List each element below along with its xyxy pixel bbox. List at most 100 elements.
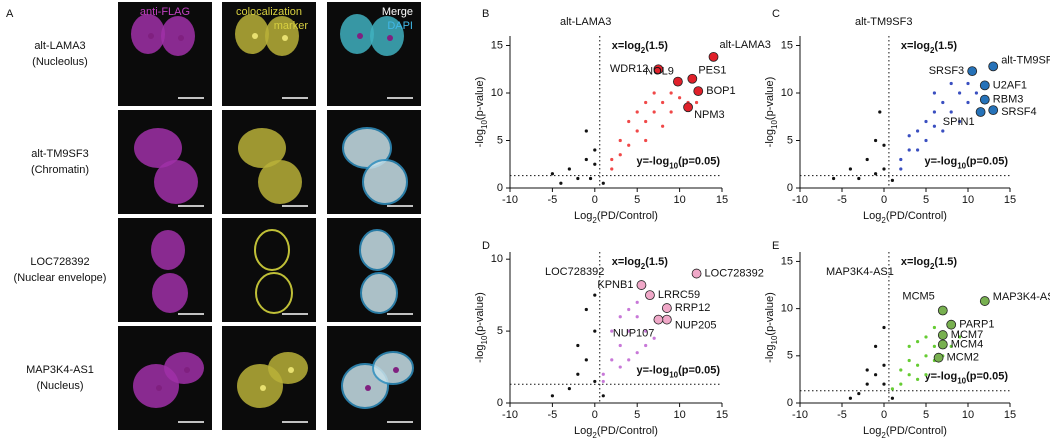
y-axis-label-part: (p-value): [474, 292, 486, 335]
data-point: [966, 81, 970, 86]
panel-letter: B: [482, 8, 489, 20]
point-label: NUP205: [675, 319, 717, 331]
header-merge: Merge: [382, 6, 413, 18]
data-point: [610, 167, 614, 171]
nucleus: [235, 14, 269, 54]
y-threshold-label-part: y=-log: [925, 371, 958, 383]
data-point: [899, 167, 903, 171]
header-flag: anti-FLAG: [140, 6, 190, 18]
y-tick-label: 10: [491, 253, 503, 265]
nucleus: [362, 159, 408, 205]
x-threshold-label-part: 2: [930, 262, 935, 271]
x-tick-label: 5: [923, 409, 929, 421]
y-tick-label: 5: [787, 134, 793, 146]
y-tick-label: 5: [497, 134, 503, 146]
data-point: [899, 382, 903, 386]
point-label: NUP107: [613, 327, 655, 339]
data-point: [958, 335, 962, 339]
x-threshold-label-part: x=log: [612, 40, 641, 52]
nucleolus: [357, 33, 363, 39]
nucleolus: [282, 35, 288, 41]
data-point: [627, 329, 631, 333]
data-point: [593, 329, 597, 333]
y-tick-label: 0: [787, 397, 793, 409]
data-point: [941, 100, 945, 105]
panel-letter: C: [772, 8, 780, 20]
data-point: [848, 167, 853, 171]
y-threshold-label-part: y=-log: [637, 364, 670, 376]
data-point: [567, 167, 571, 171]
x-tick-label: 10: [673, 409, 685, 421]
x-threshold-label-part: (1.5): [934, 40, 957, 52]
point-label: KPNB1: [597, 279, 633, 291]
data-point: [588, 176, 593, 181]
x-threshold-label-part: (1.5): [645, 256, 668, 268]
point-label: PARP1: [959, 319, 994, 331]
nucleolus: [184, 367, 190, 373]
y-tick-label: 5: [787, 350, 793, 362]
nucleolus: [288, 367, 294, 373]
y-threshold-label-part: 10: [669, 161, 678, 170]
data-point: [916, 340, 920, 344]
y-tick-label: 10: [491, 87, 503, 99]
y-threshold-label-part: (p=0.05): [966, 371, 1008, 383]
y-axis-label-part: -log: [764, 129, 776, 147]
x-threshold-label-part: 2: [641, 46, 646, 55]
data-point: [567, 387, 571, 391]
data-point: [941, 129, 945, 133]
row-sublabel: (Chromatin): [31, 164, 89, 176]
y-threshold-label: y=-log10(p=0.05): [637, 364, 721, 379]
nucleus: [340, 14, 374, 54]
row-sublabel: (Nucleus): [36, 380, 83, 392]
point-label: alt-TM9SF3: [1001, 54, 1050, 66]
x-threshold-label: x=log2(1.5): [901, 256, 957, 271]
data-point: [882, 382, 886, 386]
data-point: [949, 110, 953, 114]
x-threshold-label-part: x=log: [901, 40, 930, 52]
data-point: [669, 91, 673, 95]
nucleus: [258, 160, 302, 204]
x-tick-label: -10: [502, 194, 518, 206]
point-label: NPM3: [694, 109, 725, 121]
y-axis-label-part: (p-value): [474, 77, 486, 120]
nucleus: [372, 351, 414, 385]
x-axis-label-part: Log: [863, 210, 881, 222]
data-point: [924, 373, 928, 377]
y-threshold-label-part: (p=0.05): [966, 156, 1008, 168]
nucleus: [154, 160, 198, 204]
y-axis-label: -log10(p-value): [764, 77, 779, 148]
nucleus: [134, 128, 182, 168]
data-point: [661, 100, 665, 105]
nucleolus: [252, 33, 258, 39]
data-point: [584, 307, 588, 312]
y-axis-label-part: 10: [770, 120, 779, 129]
x-threshold-label-part: (1.5): [645, 40, 668, 52]
highlight-point: [653, 64, 664, 75]
data-point: [882, 363, 886, 367]
y-tick-label: 10: [781, 303, 793, 315]
data-point: [618, 315, 622, 319]
highlight-point: [691, 268, 702, 279]
data-point: [924, 119, 928, 124]
point-label: BOP1: [706, 85, 735, 97]
highlight-point: [979, 94, 990, 105]
nucleus: [265, 16, 299, 56]
data-point: [899, 368, 903, 372]
data-point: [618, 365, 622, 369]
nucleus: [164, 352, 204, 384]
y-threshold-label-part: 10: [957, 161, 966, 170]
data-point: [924, 335, 928, 339]
data-point: [932, 124, 937, 128]
row-sublabel: (Nucleolus): [32, 56, 88, 68]
x-axis-label-part: 2: [881, 216, 886, 225]
data-point: [924, 138, 928, 143]
data-point: [627, 119, 631, 124]
micrograph: [118, 2, 212, 106]
nucleolus: [260, 385, 266, 391]
y-axis-label: -log10(p-value): [764, 292, 779, 363]
row-label: alt-TM9SF3: [31, 148, 88, 160]
y-tick-label: 0: [497, 397, 503, 409]
data-point: [576, 343, 580, 348]
data-point: [974, 91, 979, 95]
x-axis-label-part: Log: [574, 210, 592, 222]
